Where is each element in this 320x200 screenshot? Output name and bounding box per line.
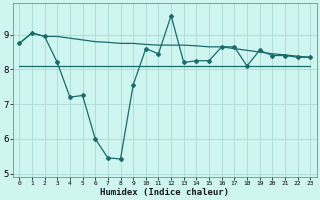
X-axis label: Humidex (Indice chaleur): Humidex (Indice chaleur) xyxy=(100,188,229,197)
